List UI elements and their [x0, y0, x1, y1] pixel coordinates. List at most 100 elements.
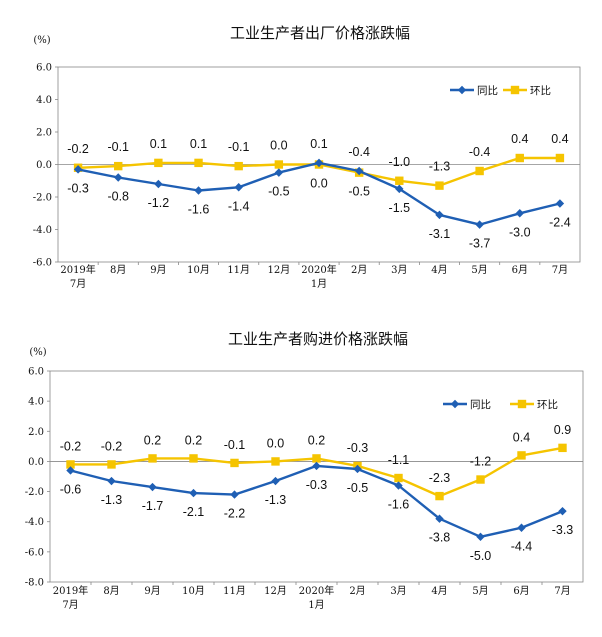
data-label-upper: 0.2	[144, 433, 161, 447]
data-label-upper: -0.4	[348, 145, 370, 159]
yoy-point	[114, 173, 123, 182]
x-tick-label: 7月	[552, 264, 568, 276]
y-tick-label: 6.0	[36, 63, 52, 74]
mom-point	[194, 158, 203, 168]
x-tick-label: 5月	[472, 585, 488, 597]
series-line-yoy	[77, 161, 561, 226]
y-tick-label: -4.0	[33, 225, 52, 236]
chart-title: 工业生产者购进价格涨跌幅	[228, 330, 408, 348]
yoy-point	[394, 481, 403, 490]
legend-marker-mom	[517, 399, 527, 409]
data-label-lower: -0.5	[268, 185, 290, 199]
mom-point	[230, 458, 239, 468]
mom-point	[271, 457, 280, 466]
yoy-point	[154, 179, 163, 189]
mom-point	[394, 473, 403, 483]
yoy-point	[107, 476, 116, 486]
y-tick-label: -6.0	[25, 547, 44, 558]
x-tick-label: 4月	[431, 585, 447, 597]
mom-point	[312, 454, 321, 463]
x-tick-label: 1月	[311, 278, 327, 290]
x-tick-label: 6月	[513, 585, 529, 597]
yoy-point	[271, 476, 280, 486]
yoy-point	[476, 532, 485, 541]
data-label-upper: 0.9	[554, 423, 571, 437]
yoy-point	[66, 466, 75, 475]
y-tick-label: 0.0	[36, 160, 52, 171]
data-label-lower: -0.3	[306, 478, 328, 492]
legend-label-yoy: 同比	[470, 398, 491, 411]
data-label-lower: 0.0	[310, 177, 327, 191]
x-tick-label: 2020年	[301, 263, 336, 276]
x-tick-label: 11月	[223, 585, 246, 597]
mom-point	[555, 153, 565, 163]
yoy-point	[234, 183, 243, 192]
yoy-point	[435, 210, 444, 220]
chart-2: 工业生产者购进价格涨跌幅 (%) 6.0 4.0 2.0 0.0 -2.0 -4.0 -6.0 -…	[25, 330, 584, 611]
mom-point	[515, 153, 524, 163]
data-label-lower: -1.2	[148, 196, 170, 210]
data-label-upper: 0.1	[310, 137, 327, 151]
x-tick-label: 2019年	[53, 584, 88, 597]
x-tick-label: 7月	[70, 278, 86, 290]
data-label-upper: -0.1	[224, 438, 246, 452]
y-tick-label: 2.0	[36, 128, 52, 139]
data-label-upper: 0.2	[308, 433, 325, 447]
yoy-point	[558, 506, 567, 516]
data-label-upper: -1.2	[470, 455, 492, 469]
x-tick-label: 7月	[62, 599, 78, 611]
x-tick-label: 10月	[182, 585, 205, 597]
legend-marker-yoy	[457, 85, 467, 95]
y-tick-label: -4.0	[25, 517, 44, 528]
x-tick-label: 8月	[103, 585, 119, 597]
data-label-upper: -1.1	[388, 453, 410, 467]
y-tick-label: 4.0	[36, 95, 52, 106]
x-tick-label: 2020年	[299, 584, 334, 597]
data-label-lower: -3.7	[469, 237, 491, 251]
mom-point	[234, 161, 243, 171]
data-label-upper: 0.2	[185, 433, 202, 447]
yoy-point	[517, 523, 526, 532]
data-label-lower: -3.3	[552, 523, 574, 537]
chart-1: 工业生产者出厂价格涨跌幅 (%) 6.0 4.0 2.0 0.0 -2.0 -4.0 -6.0 2…	[33, 24, 581, 290]
mom-point	[148, 454, 157, 463]
x-tick-label: 6月	[512, 264, 528, 276]
data-label-upper: 0.4	[511, 132, 528, 146]
x-tick-label: 11月	[227, 264, 250, 276]
mom-point	[395, 176, 404, 185]
x-tick-label: 8月	[110, 264, 126, 276]
x-tick-label: 2月	[351, 264, 367, 276]
yoy-point	[274, 168, 284, 177]
legend-marker-yoy	[450, 399, 460, 409]
yoy-point	[515, 209, 524, 218]
x-tick-label: 7月	[554, 585, 570, 597]
x-tick-label: 2019年	[60, 263, 95, 276]
data-label-lower: -0.5	[347, 481, 369, 495]
yoy-point	[435, 514, 444, 523]
y-tick-label: -6.0	[33, 258, 52, 269]
yoy-point	[555, 199, 565, 208]
data-label-upper: 0.1	[150, 137, 167, 151]
yoy-point	[395, 184, 404, 194]
mom-point	[107, 460, 116, 469]
data-label-lower: -3.1	[429, 227, 451, 241]
x-tick-label: 12月	[264, 585, 287, 597]
data-label-upper: -0.2	[60, 439, 82, 453]
y-tick-label: 4.0	[28, 397, 44, 408]
data-label-lower: -1.5	[389, 201, 411, 215]
y-tick-label: -2.0	[25, 487, 44, 498]
data-label-upper: -0.2	[67, 142, 89, 156]
plot-frame	[49, 370, 584, 583]
legend-marker-mom	[510, 85, 520, 95]
data-label-lower: -1.6	[388, 498, 410, 512]
data-label-lower: -2.1	[183, 505, 205, 519]
data-label-upper: 0.4	[551, 132, 568, 146]
data-label-upper: -0.1	[228, 140, 250, 154]
y-tick-label: 6.0	[28, 367, 44, 378]
y-tick-label: -8.0	[25, 578, 44, 589]
data-label-upper: -2.3	[429, 471, 451, 485]
yoy-point	[314, 158, 324, 168]
data-label-lower: -1.3	[101, 493, 123, 507]
mom-point	[435, 181, 444, 190]
data-label-upper: -1.3	[429, 160, 451, 174]
